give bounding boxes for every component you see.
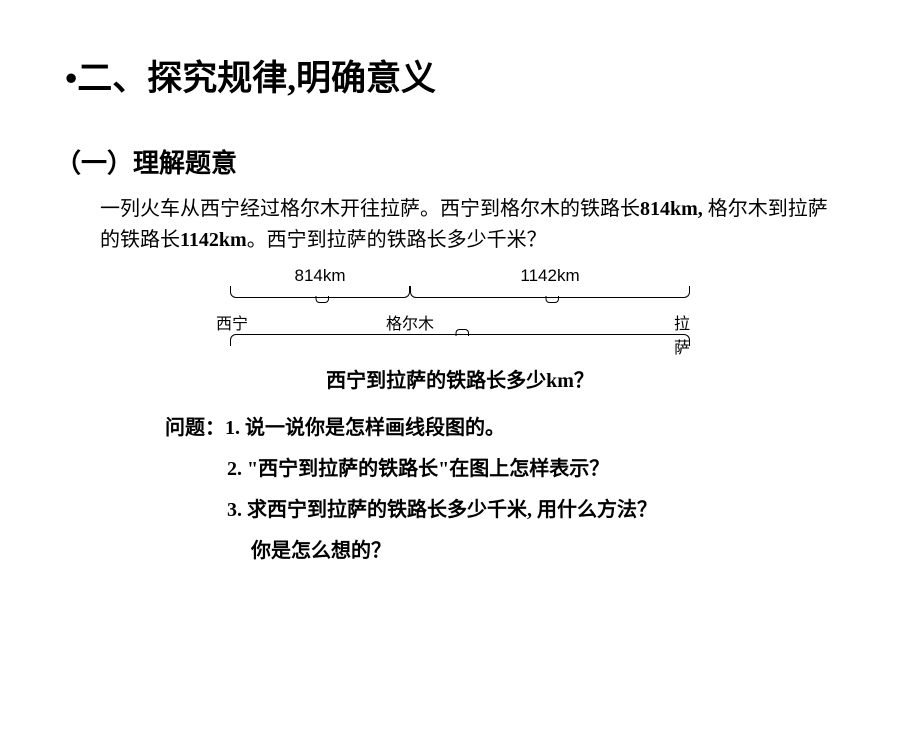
city-label-xining: 西宁 <box>216 310 248 334</box>
lower-bracket-total <box>230 334 690 346</box>
bracket-segment-1 <box>230 286 410 298</box>
segment-labels-row: 814km 1142km <box>230 266 690 286</box>
diagram-question: 西宁到拉萨的铁路长多少km？ <box>140 364 780 393</box>
line-segment-diagram: 814km 1142km 西宁 格尔木 拉萨 <box>230 266 690 346</box>
question-3-line-2: 你是怎么想的？ <box>251 536 920 567</box>
problem-value-1: 814km, <box>640 198 703 220</box>
segment-2-label: 1142km <box>410 266 690 286</box>
segment-1-label: 814km <box>230 266 410 286</box>
section-heading: •二、探究规律,明确意义 <box>65 50 920 101</box>
problem-text-1: 一列火车从西宁经过格尔木开往拉萨。西宁到格尔木的铁路长 <box>100 198 640 220</box>
question-1: 问题：1. 说一说你是怎样画线段图的。 <box>165 413 920 444</box>
subsection-heading: （一）理解题意 <box>55 143 920 180</box>
problem-statement: 一列火车从西宁经过格尔木开往拉萨。西宁到格尔木的铁路长814km, 格尔木到拉萨… <box>100 194 840 256</box>
problem-value-2: 1142km <box>180 229 247 251</box>
question-1-text: 1. 说一说你是怎样画线段图的。 <box>225 417 505 439</box>
question-2: 2. "西宁到拉萨的铁路长"在图上怎样表示？ <box>227 454 920 485</box>
questions-label: 问题： <box>165 417 225 439</box>
city-label-geermu: 格尔木 <box>386 310 434 334</box>
problem-text-3: 。西宁到拉萨的铁路长多少千米？ <box>247 229 547 251</box>
upper-brackets <box>230 286 690 298</box>
city-labels-row: 西宁 格尔木 拉萨 <box>230 310 690 330</box>
question-3-line-1: 3. 求西宁到拉萨的铁路长多少千米, 用什么方法？ <box>227 495 920 526</box>
bracket-segment-2 <box>410 286 690 298</box>
questions-block: 问题：1. 说一说你是怎样画线段图的。 2. "西宁到拉萨的铁路长"在图上怎样表… <box>165 413 920 567</box>
